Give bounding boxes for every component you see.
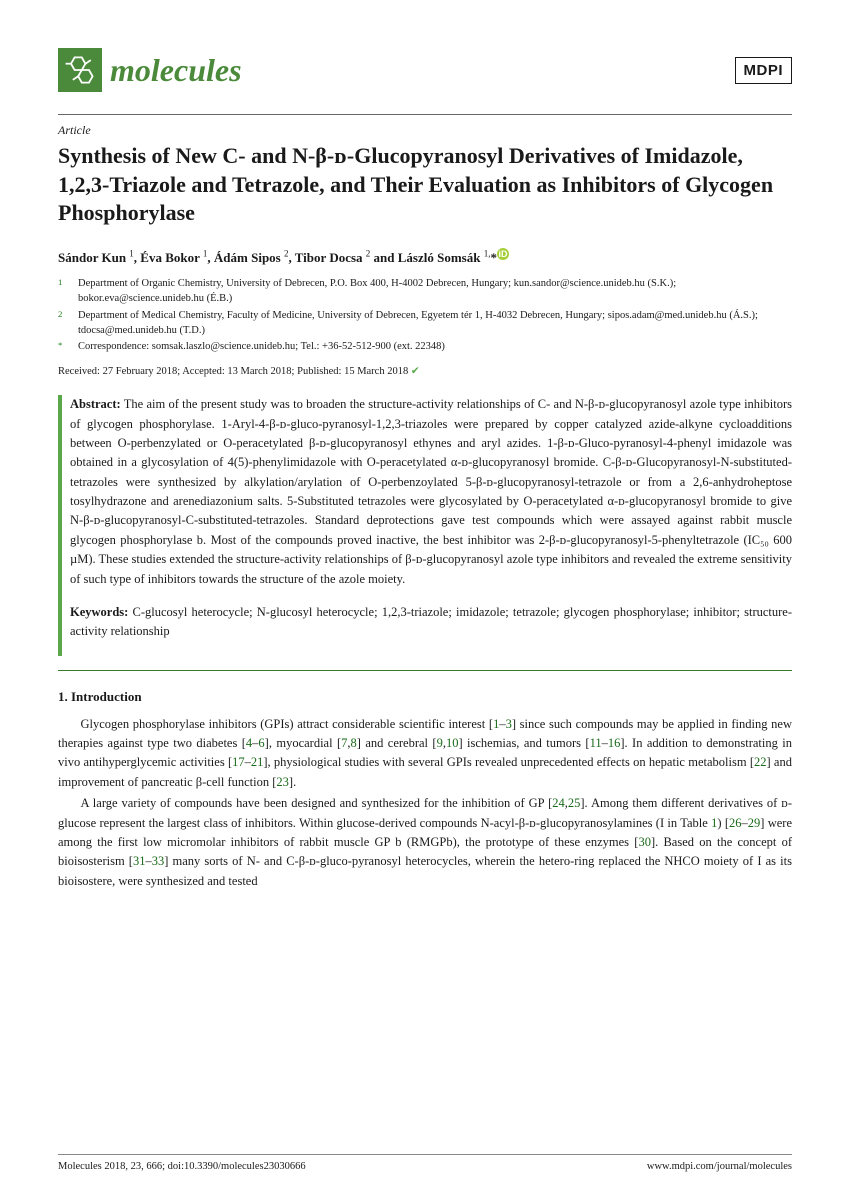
affiliation-row: 2 Department of Medical Chemistry, Facult… bbox=[58, 308, 792, 338]
orcid-icon: iD bbox=[497, 248, 509, 260]
rule-top bbox=[58, 114, 792, 115]
ref-link[interactable]: 30 bbox=[638, 835, 651, 849]
affiliations: 1 Department of Organic Chemistry, Univer… bbox=[58, 276, 792, 355]
keywords: Keywords: C-glucosyl heterocycle; N-gluc… bbox=[70, 603, 792, 642]
abstract: Abstract: The aim of the present study w… bbox=[70, 395, 792, 589]
ref-link[interactable]: 31 bbox=[133, 854, 146, 868]
dates-text: Received: 27 February 2018; Accepted: 13… bbox=[58, 366, 408, 377]
check-updates-icon[interactable]: ✔ bbox=[411, 366, 420, 377]
paragraph-1: Glycogen phosphorylase inhibitors (GPIs)… bbox=[58, 715, 792, 793]
affiliation-text: Department of Medical Chemistry, Faculty… bbox=[78, 308, 792, 338]
affiliation-marker: 1 bbox=[58, 276, 68, 306]
publisher-badge: MDPI bbox=[735, 57, 793, 84]
ref-link[interactable]: 11 bbox=[590, 736, 602, 750]
ref-link[interactable]: 16 bbox=[608, 736, 621, 750]
page: molecules MDPI Article Synthesis of New … bbox=[0, 0, 850, 1202]
affiliation-text: Correspondence: somsak.laszlo@science.un… bbox=[78, 339, 445, 354]
affiliation-marker: * bbox=[58, 339, 68, 354]
authors-text: Sándor Kun 1, Éva Bokor 1, Ádám Sipos 2,… bbox=[58, 250, 497, 265]
section-heading: 1. Introduction bbox=[58, 689, 792, 705]
ref-link[interactable]: 22 bbox=[754, 755, 767, 769]
header: molecules MDPI bbox=[58, 48, 792, 92]
ref-link[interactable]: 17 bbox=[232, 755, 245, 769]
keywords-label: Keywords: bbox=[70, 605, 128, 619]
dates: Received: 27 February 2018; Accepted: 13… bbox=[58, 365, 792, 377]
paragraph-2: A large variety of compounds have been d… bbox=[58, 794, 792, 891]
ref-link[interactable]: 26 bbox=[729, 816, 742, 830]
affiliation-row: 1 Department of Organic Chemistry, Univer… bbox=[58, 276, 792, 306]
keywords-text: C-glucosyl heterocycle; N-glucosyl heter… bbox=[70, 605, 792, 638]
footer: Molecules 2018, 23, 666; doi:10.3390/mol… bbox=[58, 1154, 792, 1172]
affiliation-row: * Correspondence: somsak.laszlo@science.u… bbox=[58, 339, 792, 354]
ref-link[interactable]: 29 bbox=[748, 816, 761, 830]
affiliation-text: Department of Organic Chemistry, Univers… bbox=[78, 276, 792, 306]
article-title: Synthesis of New C- and N-β-ᴅ-Glucopyran… bbox=[58, 142, 792, 228]
abstract-text: The aim of the present study was to broa… bbox=[70, 397, 792, 585]
ref-link[interactable]: 25 bbox=[568, 796, 581, 810]
affiliation-marker: 2 bbox=[58, 308, 68, 338]
ref-link[interactable]: 21 bbox=[251, 755, 264, 769]
ref-link[interactable]: 33 bbox=[152, 854, 165, 868]
ref-link[interactable]: 10 bbox=[446, 736, 459, 750]
journal-icon bbox=[58, 48, 102, 92]
abstract-block: Abstract: The aim of the present study w… bbox=[58, 395, 792, 656]
footer-right[interactable]: www.mdpi.com/journal/molecules bbox=[647, 1161, 792, 1172]
journal-brand: molecules bbox=[58, 48, 242, 92]
ref-link[interactable]: 23 bbox=[276, 775, 289, 789]
rule-section bbox=[58, 670, 792, 671]
journal-name: molecules bbox=[110, 52, 242, 89]
authors: Sándor Kun 1, Éva Bokor 1, Ádám Sipos 2,… bbox=[58, 248, 792, 266]
ref-link[interactable]: 24 bbox=[552, 796, 565, 810]
article-type: Article bbox=[58, 123, 792, 138]
footer-left: Molecules 2018, 23, 666; doi:10.3390/mol… bbox=[58, 1161, 306, 1172]
abstract-label: Abstract: bbox=[70, 397, 121, 411]
